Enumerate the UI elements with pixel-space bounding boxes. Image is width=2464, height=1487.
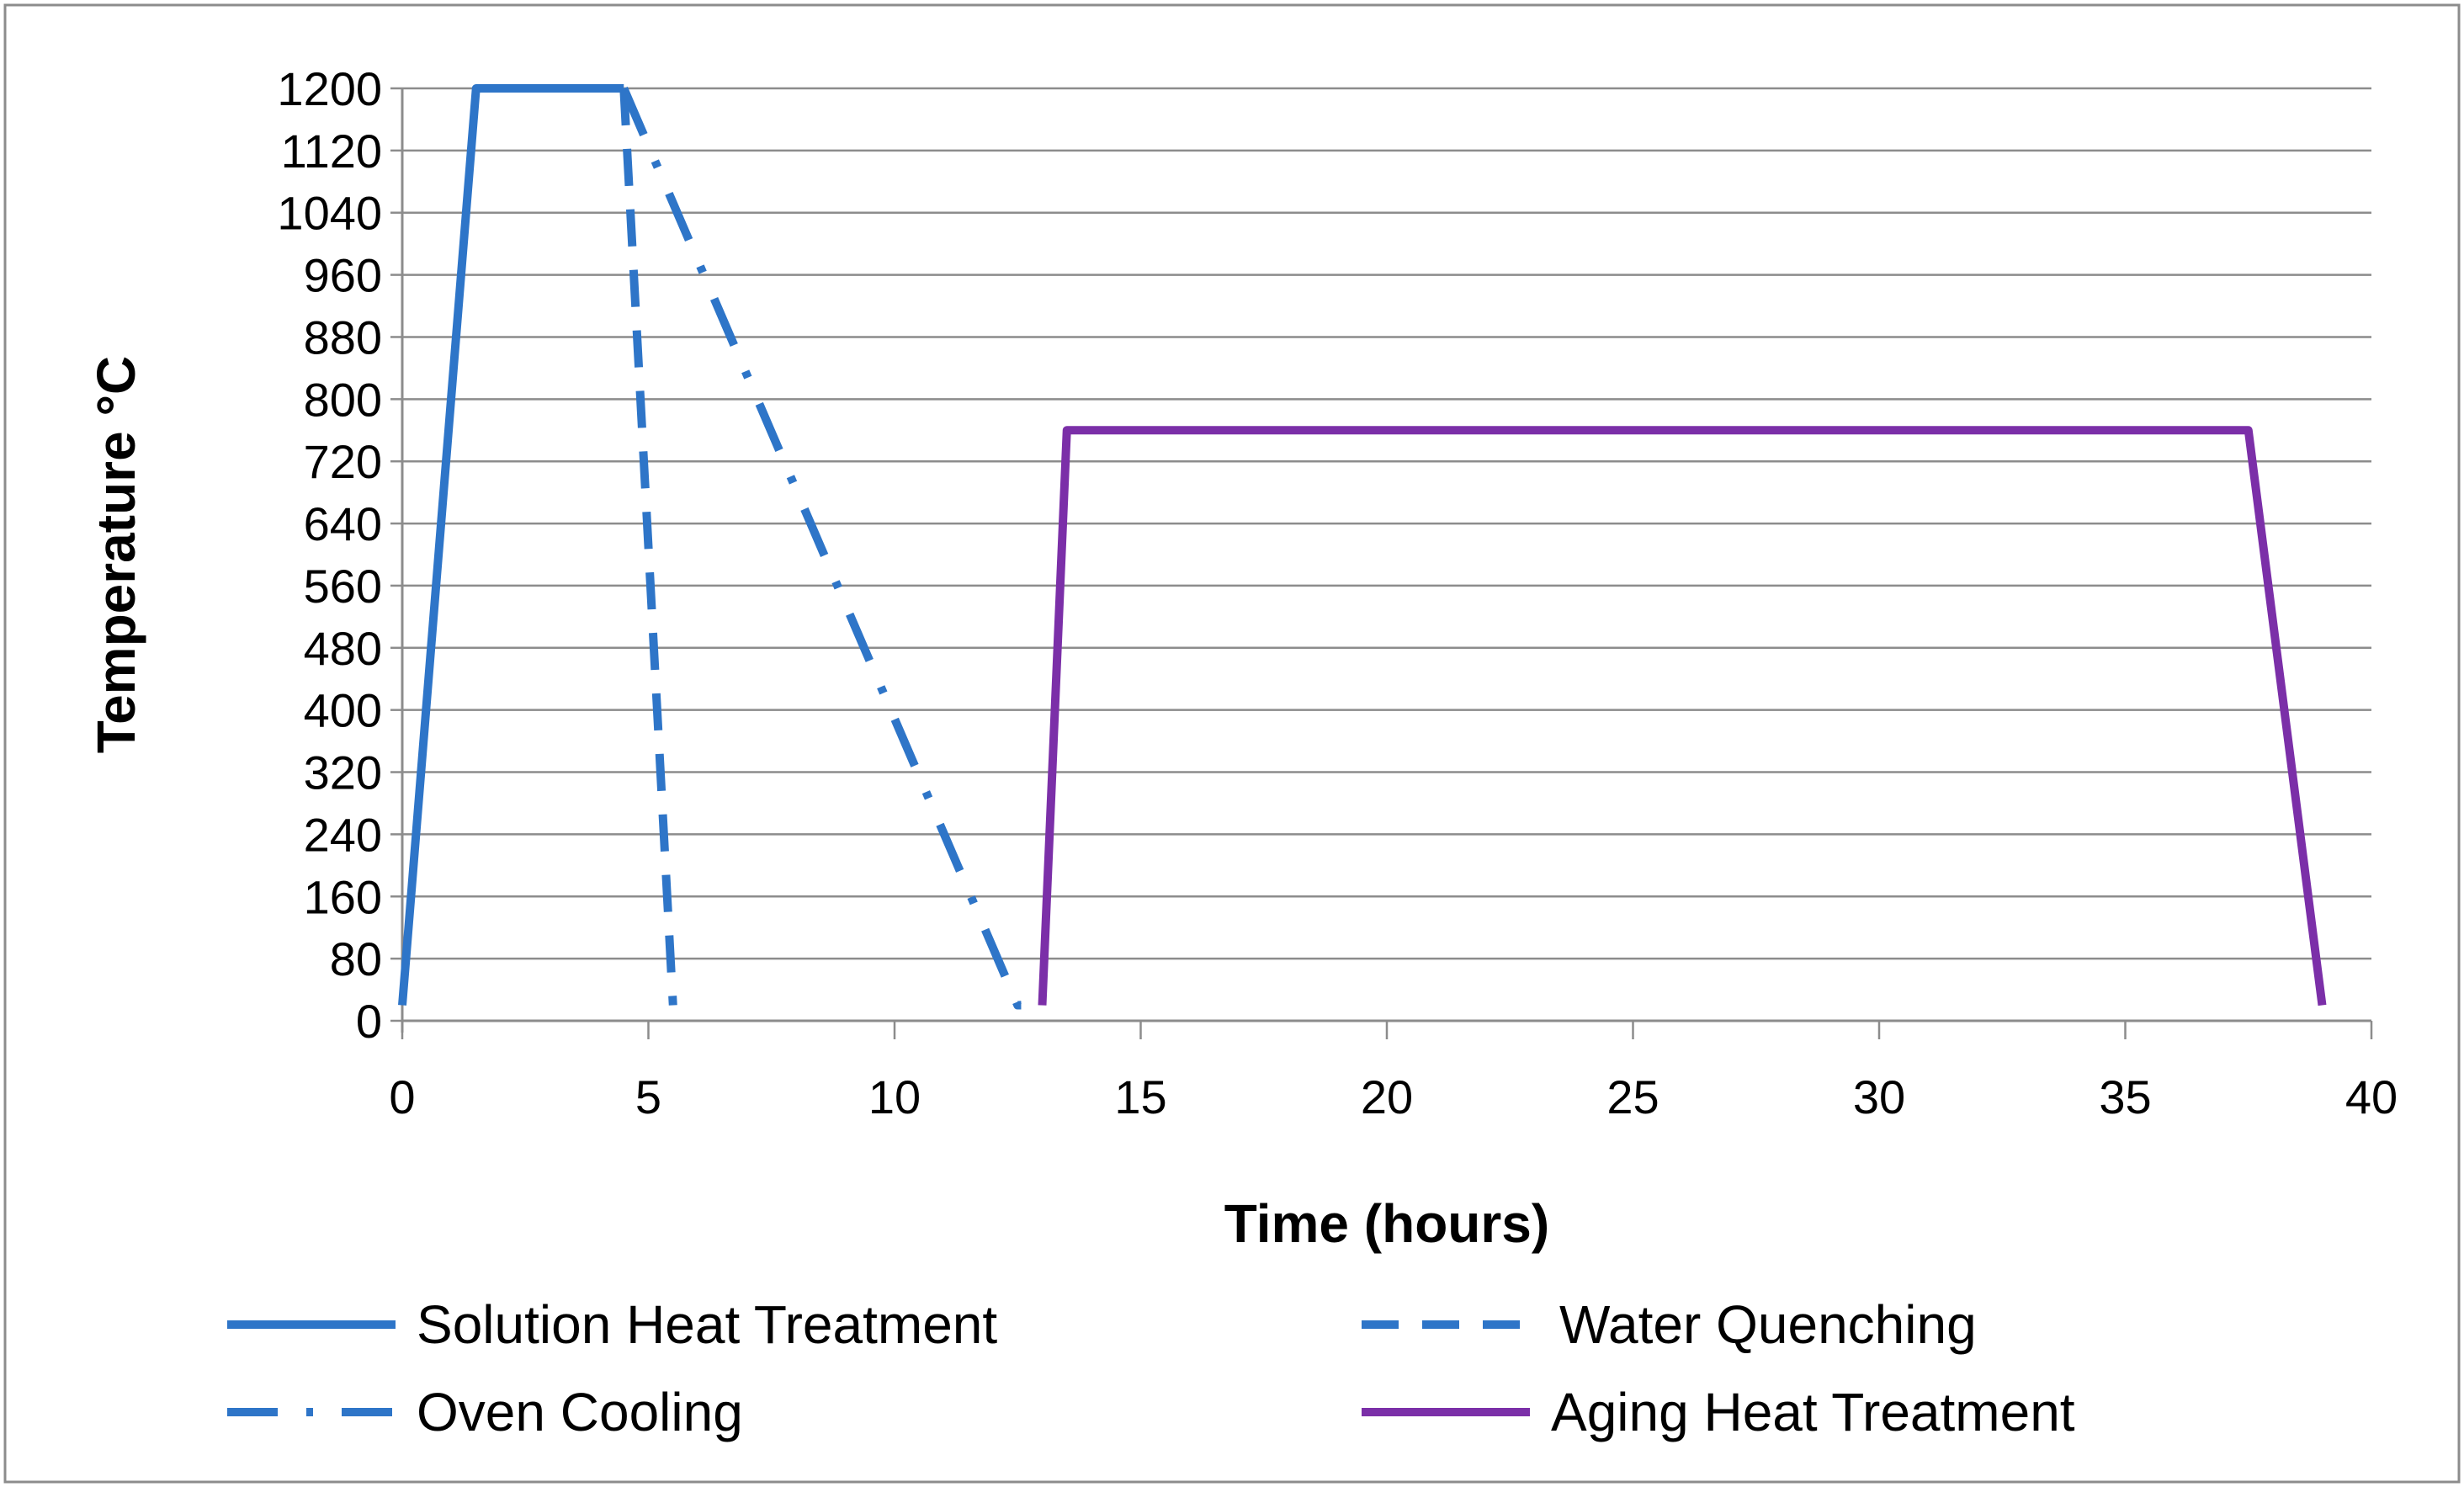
legend-label: Aging Heat Treatment — [1551, 1382, 2075, 1442]
y-tick-label: 640 — [304, 497, 382, 550]
x-tick-label: 20 — [1361, 1070, 1413, 1123]
series-line-water-quenching — [619, 88, 677, 1006]
y-tick-label: 1200 — [277, 62, 382, 115]
x-tick-label: 30 — [1853, 1070, 1905, 1123]
legend-label: Oven Cooling — [417, 1382, 743, 1442]
y-axis-title: Temperature °C — [86, 356, 146, 754]
x-tick-label: 40 — [2345, 1070, 2398, 1123]
legend-label: Water Quenching — [1559, 1294, 1977, 1355]
legend: Solution Heat Treatment Water Quenching Ov… — [227, 1294, 2075, 1442]
label-layer: 0801602403204004805606407208008809601040… — [277, 62, 2398, 1123]
series-line-aging-heat-treatment — [1038, 426, 2327, 1006]
y-tick-label: 1040 — [277, 187, 382, 240]
y-tick-label: 800 — [304, 373, 382, 426]
y-tick-label: 560 — [304, 560, 382, 613]
y-tick-label: 480 — [304, 622, 382, 675]
y-tick-label: 720 — [304, 435, 382, 488]
x-axis-title: Time (hours) — [1224, 1193, 1549, 1254]
series-line-oven-cooling — [619, 87, 1043, 1010]
x-tick-label: 35 — [2099, 1070, 2151, 1123]
x-tick-label: 0 — [389, 1070, 415, 1123]
x-tick-label: 25 — [1606, 1070, 1659, 1123]
series-line-solution-heat-treatment — [398, 84, 624, 1006]
y-tick-label: 960 — [304, 249, 382, 302]
chart-outer-border — [3, 3, 2461, 1484]
y-tick-label: 400 — [304, 684, 382, 737]
x-tick-label: 5 — [635, 1070, 661, 1123]
y-tick-label: 320 — [304, 746, 382, 799]
x-tick-label: 15 — [1114, 1070, 1166, 1123]
grid-layer — [402, 87, 2371, 960]
y-tick-label: 0 — [356, 995, 382, 1048]
y-tick-label: 160 — [304, 870, 382, 923]
y-tick-label: 1120 — [281, 125, 382, 178]
y-tick-label: 880 — [304, 311, 382, 364]
y-tick-label: 240 — [304, 808, 382, 861]
series-layer — [398, 84, 2327, 1010]
axis-layer — [390, 87, 2373, 1039]
legend-label: Solution Heat Treatment — [417, 1294, 997, 1355]
x-tick-label: 10 — [868, 1070, 921, 1123]
y-tick-label: 80 — [330, 932, 382, 985]
